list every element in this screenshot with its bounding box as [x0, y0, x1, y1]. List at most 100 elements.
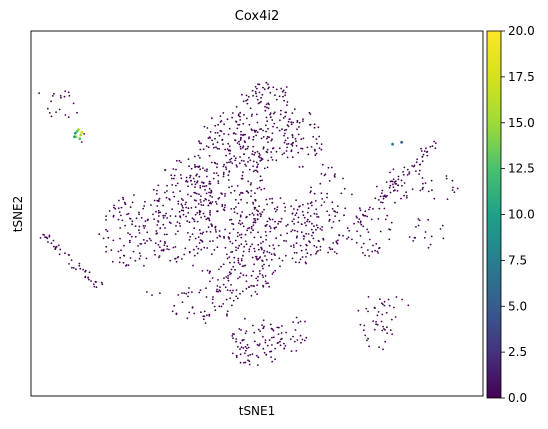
data-point	[172, 246, 175, 249]
data-point	[270, 151, 273, 153]
data-point	[230, 284, 232, 286]
data-point	[273, 122, 276, 125]
data-point	[175, 260, 178, 263]
data-point	[239, 156, 241, 158]
data-point	[257, 83, 259, 86]
data-point	[218, 197, 221, 199]
data-point	[238, 328, 241, 330]
data-point	[239, 348, 241, 350]
data-point	[261, 274, 264, 276]
data-point	[269, 113, 271, 116]
data-point	[321, 229, 323, 231]
data-point	[107, 236, 110, 239]
data-point	[162, 214, 165, 217]
data-point	[245, 216, 248, 219]
data-point	[238, 219, 241, 222]
data-point	[281, 337, 283, 340]
data-point	[296, 121, 299, 123]
data-point	[369, 206, 371, 209]
data-point	[248, 156, 250, 159]
data-point	[367, 310, 369, 313]
data-point	[313, 212, 316, 215]
data-point	[226, 289, 229, 291]
data-point	[294, 229, 296, 232]
data-point	[57, 244, 60, 247]
data-point	[264, 255, 266, 257]
data-point	[263, 351, 266, 354]
data-point	[206, 269, 209, 272]
data-point	[38, 92, 40, 95]
data-point	[209, 191, 212, 194]
data-point	[240, 258, 243, 260]
data-point	[360, 246, 363, 249]
data-point	[203, 125, 206, 128]
data-point	[281, 325, 283, 327]
data-point	[105, 245, 108, 248]
data-point	[382, 348, 384, 351]
data-point	[234, 139, 237, 142]
data-point	[297, 321, 300, 324]
data-point	[358, 207, 361, 210]
data-point	[48, 112, 51, 114]
data-point	[418, 219, 421, 222]
data-point	[227, 277, 229, 280]
data-point	[408, 171, 411, 174]
data-point	[264, 275, 267, 277]
data-point	[377, 199, 380, 201]
data-point	[279, 113, 282, 116]
data-point	[178, 210, 181, 213]
data-point	[80, 141, 83, 143]
data-point	[286, 156, 289, 159]
data-point	[249, 159, 252, 162]
data-point	[265, 103, 268, 106]
data-point	[236, 297, 239, 300]
data-point	[293, 246, 295, 249]
data-point	[142, 207, 145, 210]
data-point	[210, 202, 213, 205]
data-point	[225, 253, 228, 256]
data-point	[201, 233, 204, 235]
data-point	[298, 166, 301, 168]
data-point	[158, 197, 161, 200]
data-point	[95, 281, 97, 283]
data-point	[434, 142, 437, 145]
data-point	[171, 208, 174, 211]
data-point	[240, 133, 243, 136]
data-point	[188, 239, 191, 241]
data-point	[402, 173, 405, 176]
data-point	[199, 232, 202, 235]
data-point	[46, 237, 48, 239]
data-point	[252, 224, 255, 227]
data-point	[236, 212, 239, 215]
data-point	[250, 195, 252, 198]
data-point	[221, 139, 224, 142]
data-point	[198, 193, 200, 196]
data-point	[153, 218, 156, 221]
data-point	[286, 124, 289, 126]
data-point	[298, 126, 300, 128]
data-point	[253, 208, 256, 210]
data-point	[265, 223, 268, 226]
data-point	[175, 225, 177, 227]
data-point	[39, 237, 42, 239]
data-point	[222, 165, 225, 168]
data-point	[179, 216, 182, 219]
data-point	[421, 188, 424, 191]
data-point	[245, 165, 248, 167]
data-point	[227, 174, 230, 177]
data-point	[300, 341, 302, 344]
data-point	[245, 99, 247, 102]
data-point	[237, 257, 240, 260]
data-point	[129, 257, 132, 259]
data-point	[208, 136, 211, 139]
data-point	[144, 242, 147, 245]
data-point	[381, 189, 384, 192]
data-point	[264, 280, 267, 283]
data-point	[173, 174, 176, 177]
data-point	[54, 246, 57, 249]
data-point	[123, 244, 125, 247]
data-point	[269, 227, 272, 229]
data-point	[259, 154, 261, 156]
data-point	[439, 228, 442, 230]
data-point	[232, 228, 235, 231]
